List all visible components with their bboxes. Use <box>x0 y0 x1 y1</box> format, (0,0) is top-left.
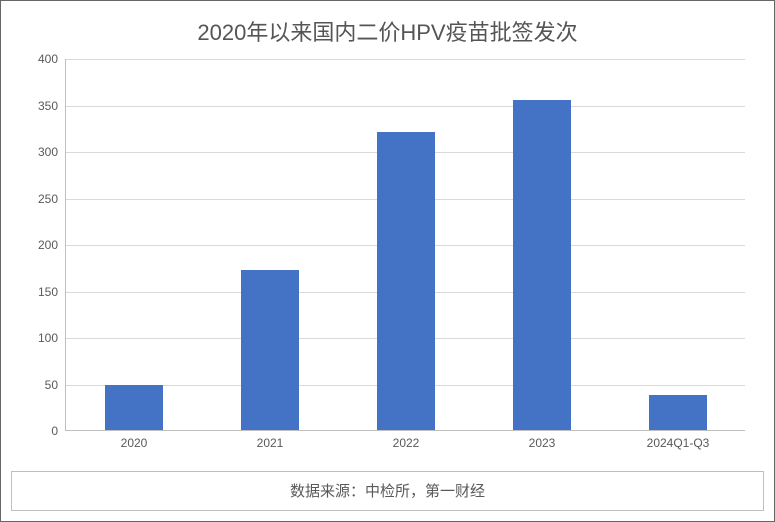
source-box: 数据来源：中检所，第一财经 <box>11 471 764 511</box>
ytick-label: 200 <box>38 238 66 252</box>
xtick-label: 2021 <box>257 430 284 450</box>
plot-area: 0501001502002503003504002020202120222023… <box>65 59 745 431</box>
ytick-label: 0 <box>51 424 66 438</box>
bar <box>105 385 162 430</box>
bar-chart-container: 2020年以来国内二价HPV疫苗批签发次 0501001502002503003… <box>0 0 775 522</box>
xtick-label: 2023 <box>529 430 556 450</box>
ytick-label: 50 <box>45 378 66 392</box>
xtick-label: 2024Q1-Q3 <box>647 430 710 450</box>
gridline <box>66 106 745 107</box>
chart-title: 2020年以来国内二价HPV疫苗批签发次 <box>1 1 774 47</box>
ytick-label: 100 <box>38 331 66 345</box>
ytick-label: 250 <box>38 192 66 206</box>
ytick-label: 400 <box>38 52 66 66</box>
xtick-label: 2022 <box>393 430 420 450</box>
ytick-label: 300 <box>38 145 66 159</box>
source-label: 数据来源：中检所，第一财经 <box>290 483 485 500</box>
ytick-label: 150 <box>38 285 66 299</box>
bar <box>241 270 298 430</box>
bar <box>377 132 434 430</box>
bar <box>513 100 570 430</box>
gridline <box>66 59 745 60</box>
xtick-label: 2020 <box>121 430 148 450</box>
bar <box>649 395 706 430</box>
ytick-label: 350 <box>38 99 66 113</box>
